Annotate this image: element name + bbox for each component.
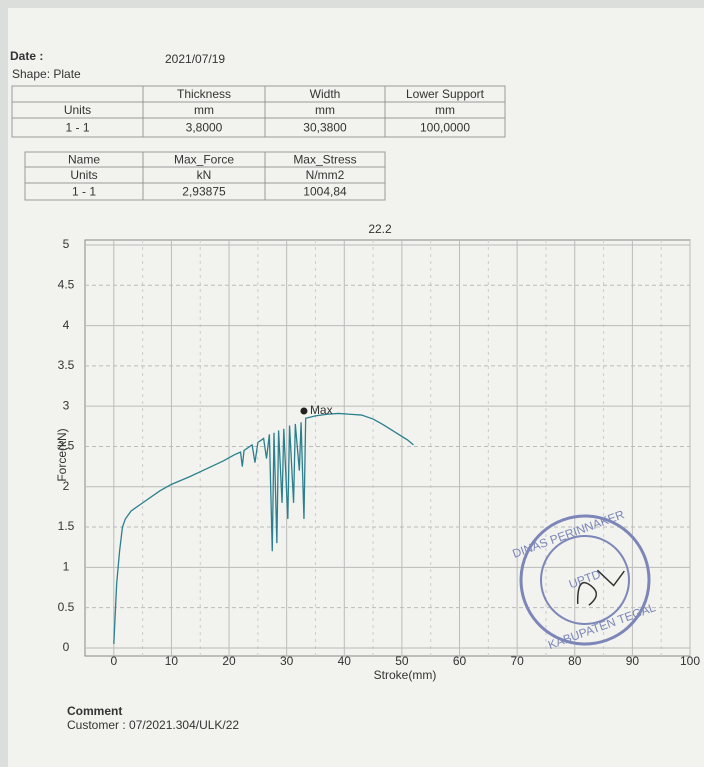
table-text: 2,93875 [182, 185, 226, 199]
y-tick-label: 1 [63, 560, 70, 574]
y-axis-label: Force(kN) [55, 428, 69, 481]
max-marker [300, 408, 307, 415]
y-tick-label: 1.5 [58, 519, 75, 533]
comment-text: Customer : 07/2021.304/ULK/22 [67, 718, 239, 732]
table-text: Width [310, 87, 341, 101]
table-text: Name [68, 153, 100, 167]
x-tick-label: 70 [510, 654, 524, 668]
table-text: 30,3800 [303, 121, 347, 135]
table-text: Max_Stress [293, 153, 356, 167]
y-tick-label: 2 [63, 479, 70, 493]
table-text: 1 - 1 [72, 185, 96, 199]
y-tick-label: 2.5 [58, 439, 75, 453]
x-tick-label: 30 [280, 654, 294, 668]
table-text: 1004,84 [303, 185, 347, 199]
table-text: mm [194, 103, 214, 117]
date-label: Date : [10, 49, 43, 63]
y-tick-label: 3 [63, 398, 70, 412]
x-axis-label: Stroke(mm) [374, 668, 437, 682]
x-tick-label: 60 [453, 654, 467, 668]
document: Date : 2021/07/19 Shape: Plate Comment C… [0, 0, 704, 767]
comment-title: Comment [67, 704, 122, 718]
table-text: Max_Force [174, 153, 234, 167]
x-tick-label: 90 [626, 654, 640, 668]
table-text: Thickness [177, 87, 231, 101]
max-label: Max [310, 403, 333, 417]
paper [8, 8, 704, 767]
x-tick-label: 50 [395, 654, 409, 668]
x-tick-label: 10 [165, 654, 179, 668]
table-text: kN [197, 168, 212, 182]
y-tick-label: 3.5 [58, 358, 75, 372]
table-text: Units [70, 168, 97, 182]
shape: Shape: Plate [12, 67, 81, 81]
table-text: mm [435, 103, 455, 117]
x-tick-label: 40 [338, 654, 352, 668]
page: Date : 2021/07/19 Shape: Plate Comment C… [0, 0, 704, 767]
y-tick-label: 4.5 [58, 277, 75, 291]
table-text: 1 - 1 [65, 121, 89, 135]
y-tick-label: 5 [63, 237, 70, 251]
table-text: N/mm2 [306, 168, 345, 182]
table-text: 3,8000 [186, 121, 223, 135]
date: 2021/07/19 [165, 52, 225, 66]
table-text: Units [64, 103, 91, 117]
x-tick-label: 100 [680, 654, 700, 668]
y-tick-label: 0 [63, 640, 70, 654]
table-text: 100,0000 [420, 121, 470, 135]
table-text: Lower Support [406, 87, 485, 101]
x-tick-label: 20 [222, 654, 236, 668]
y-tick-label: 4 [63, 318, 70, 332]
table-text: mm [315, 103, 335, 117]
chart-title: 22.2 [368, 222, 392, 236]
x-tick-label: 80 [568, 654, 582, 668]
x-tick-label: 0 [110, 654, 117, 668]
y-tick-label: 0.5 [58, 600, 75, 614]
